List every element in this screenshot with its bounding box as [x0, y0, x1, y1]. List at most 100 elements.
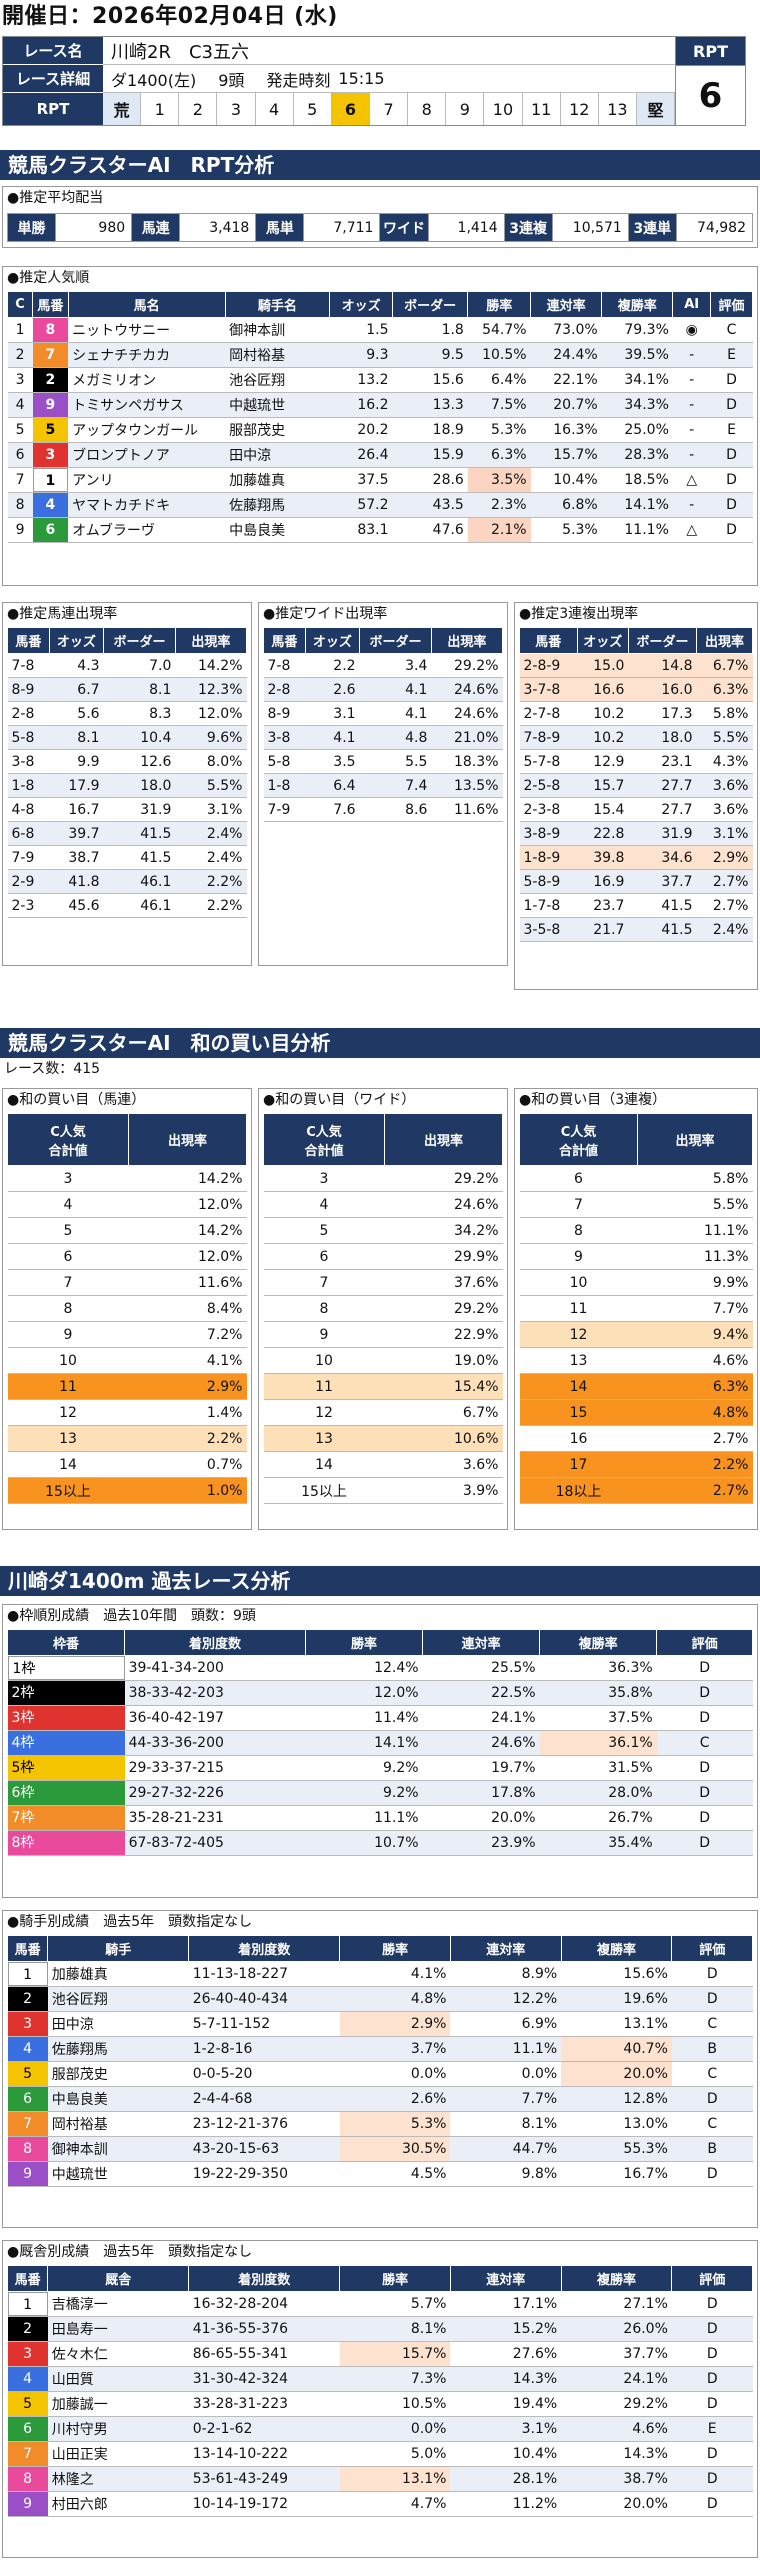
sum-umaren-table-cell: 12 [7, 1399, 129, 1426]
jockey-table-header: 連対率 [449, 1935, 562, 1962]
payout-label: ワイド [379, 213, 429, 242]
popularity-cell: 田中涼 [225, 442, 330, 468]
sanpuku-table-cell: 1-7-8 [519, 893, 578, 918]
waku-gate: 1枠 [7, 1656, 125, 1680]
wide-table-header-row: 馬番 オッズ ボーダー 出現率 [263, 627, 504, 654]
stable-table-row: 9 村田六郎 10-14-19-172 4.7% 11.2% 20.0% D [7, 2491, 753, 2517]
wide-table-cell: 29.2% [431, 653, 503, 678]
sum-sanpuku-table-row: 16 2.7% [519, 1425, 753, 1452]
stable-table-cell: 3.1% [450, 2416, 562, 2442]
sum-sanpuku-table-cell: 2.7% [637, 1425, 753, 1452]
umaren-table-cell: 2.4% [175, 821, 247, 846]
popularity-cell: 16.2 [329, 392, 393, 418]
umaren-table-cell: 2-8 [7, 701, 50, 726]
horse-number-cell: 7 [32, 342, 69, 368]
stable-table-cell: D [671, 2391, 753, 2417]
sum-sanpuku-table-cell: 6.3% [637, 1373, 753, 1400]
sum-umaren-table-cell: 3 [7, 1165, 129, 1192]
popularity-cell: - [672, 342, 711, 368]
stable-table-cell: 川村守男 [47, 2416, 189, 2442]
waku-header: 着別度数 [124, 1629, 306, 1656]
sum-wide-table-cell: 5 [263, 1217, 385, 1244]
jockey-table-cell: 2.6% [339, 2086, 451, 2112]
jockey-table-cell: 田中涼 [47, 2011, 189, 2037]
rpt-scale-cell: 6 [331, 93, 370, 125]
sum-wide-table-row: 7 37.6% [263, 1269, 503, 1296]
race-start-label: 発走時刻 [266, 70, 331, 90]
payout-label: 3連単 [627, 213, 677, 242]
sanpuku-table-row: 3-5-8 21.7 41.5 2.4% [519, 917, 753, 942]
sum-wide-table-cell: 3.6% [384, 1451, 503, 1478]
sum-sanpuku-table-row: 6 5.8% [519, 1165, 753, 1192]
sanpuku-table-cell: 37.7 [628, 869, 697, 894]
popularity-cell: 26.4 [329, 442, 393, 468]
payout-value: 74,982 [675, 213, 754, 242]
sum-sanpuku-table-row: 11 7.7% [519, 1295, 753, 1322]
stable-table-cell: 19.4% [450, 2391, 562, 2417]
jockey-table-cell: 5-7-11-152 [188, 2011, 340, 2037]
sanpuku-table-cell: 34.6 [628, 845, 697, 870]
popularity-cell: 2.1% [467, 517, 531, 543]
jockey-table-cell: D [671, 1961, 753, 1987]
sum-sanpuku-table-cell: 18以上 [519, 1477, 638, 1504]
rpt-scale-cell: 4 [256, 93, 294, 125]
sanpuku-table-cell: 10.2 [577, 725, 629, 750]
date-label: 開催日： [2, 4, 93, 29]
umaren-table-cell: 2-9 [7, 869, 50, 894]
sum-umaren-table-cell: 13 [7, 1425, 129, 1452]
stable-table-cell: 8.1% [339, 2316, 451, 2342]
jockey-table-header: 馬番 [6, 1935, 49, 1962]
sanpuku-table-row: 2-3-8 15.4 27.7 3.6% [519, 797, 753, 822]
sanpuku-table-cell: 5.5% [696, 725, 753, 750]
rpt-scale-cell: 3 [217, 93, 256, 125]
sanpuku-table-cell: 16.9 [577, 869, 629, 894]
sanpuku-table-row: 2-8-9 15.0 14.8 6.7% [519, 653, 753, 678]
sum-wide-table-cell: 29.2% [384, 1295, 503, 1322]
popularity-cell: トミサンペガサス [68, 392, 226, 418]
horse-number: 8 [7, 2137, 48, 2161]
jockey-table-header: 評価 [671, 1935, 753, 1962]
sum-sanpuku-table-header: C人気 合計値 [519, 1113, 638, 1166]
sum-umaren-table-cell: 7.2% [128, 1321, 247, 1348]
horse-number-cell: 9 [7, 2161, 48, 2187]
jockey-table-cell: 26-40-40-434 [188, 1986, 340, 2012]
stable-table-cell: 15.7% [339, 2341, 451, 2367]
popularity-header: C [6, 291, 34, 318]
popularity-cell: 5 [7, 417, 33, 443]
jockey-table-cell: 岡村裕基 [47, 2111, 189, 2137]
wide-table-cell: 2.6 [305, 677, 360, 702]
waku-cell: 12.4% [305, 1655, 423, 1681]
jockey-table-cell: D [671, 1986, 753, 2012]
sum-sanpuku-table-cell: 12 [519, 1321, 638, 1348]
jockey-table-cell: 中越琉世 [47, 2161, 189, 2187]
popularity-cell: 6 [7, 442, 33, 468]
umaren-table-cell: 41.8 [49, 869, 104, 894]
stable-table-cell: 7.3% [339, 2366, 451, 2392]
umaren-table-row: 2-8 5.6 8.3 12.0% [7, 701, 247, 726]
jockey-table-header: 着別度数 [188, 1935, 341, 1962]
umaren-table-cell: 9.6% [175, 725, 247, 750]
sum-sanpuku-table: C人気 合計値 出現率 6 5.8% 7 5.5% 8 11.1% 9 11.3% 10 9.9% 11 7… [519, 1113, 754, 1504]
waku-cell: 38-33-42-203 [124, 1680, 306, 1706]
horse-number-cell: 4 [7, 2366, 48, 2392]
popularity-header: 勝率 [467, 291, 532, 318]
waku-cell: 23.9% [422, 1830, 540, 1856]
waku-gate: 3枠 [7, 1706, 125, 1730]
sanpuku-table-cell: 27.7 [628, 797, 697, 822]
horse-number: 1 [7, 2292, 48, 2316]
horse-number: 7 [32, 343, 69, 367]
waku-gate-cell: 7枠 [7, 1805, 125, 1831]
umaren-table-cell: 3.1% [175, 797, 247, 822]
stable-table-cell: 11.2% [450, 2491, 562, 2517]
rpt-scale-cell: 13 [599, 93, 637, 125]
jockey-table-row: 7 岡村裕基 23-12-21-376 5.3% 8.1% 13.0% C [7, 2111, 753, 2137]
stable-table-row: 5 加藤誠一 33-28-31-223 10.5% 19.4% 29.2% D [7, 2391, 753, 2417]
waku-gate-cell: 4枠 [7, 1730, 125, 1756]
umaren-table-row: 7-9 38.7 41.5 2.4% [7, 845, 247, 870]
umaren-table-row: 5-8 8.1 10.4 9.6% [7, 725, 247, 750]
sanpuku-table-cell: 6.7% [696, 653, 753, 678]
stable-table-cell: D [671, 2316, 753, 2342]
waku-cell: 9.2% [305, 1755, 423, 1781]
sum-sanpuku-table-cell: 9 [519, 1243, 638, 1270]
sanpuku-table-cell: 23.7 [577, 893, 629, 918]
